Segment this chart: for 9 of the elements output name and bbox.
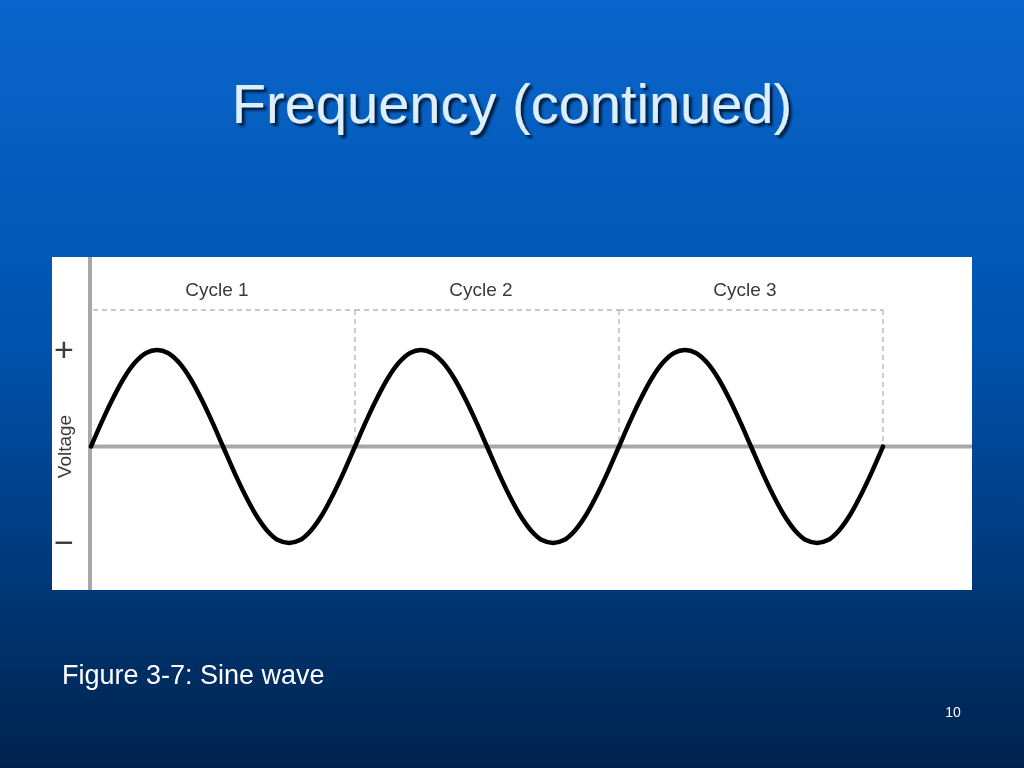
text: +: [54, 330, 74, 368]
text: Cycle 3: [713, 279, 777, 300]
text: Cycle 2: [449, 279, 513, 300]
y-axis-title: Voltage: [53, 414, 75, 479]
text: Cycle 1: [185, 279, 249, 300]
chart-title: Frequency (continued): [231, 72, 793, 135]
text: 10: [945, 704, 961, 720]
caption: Figure 3-7: Sine wave: [62, 660, 325, 690]
text: −: [54, 523, 74, 561]
